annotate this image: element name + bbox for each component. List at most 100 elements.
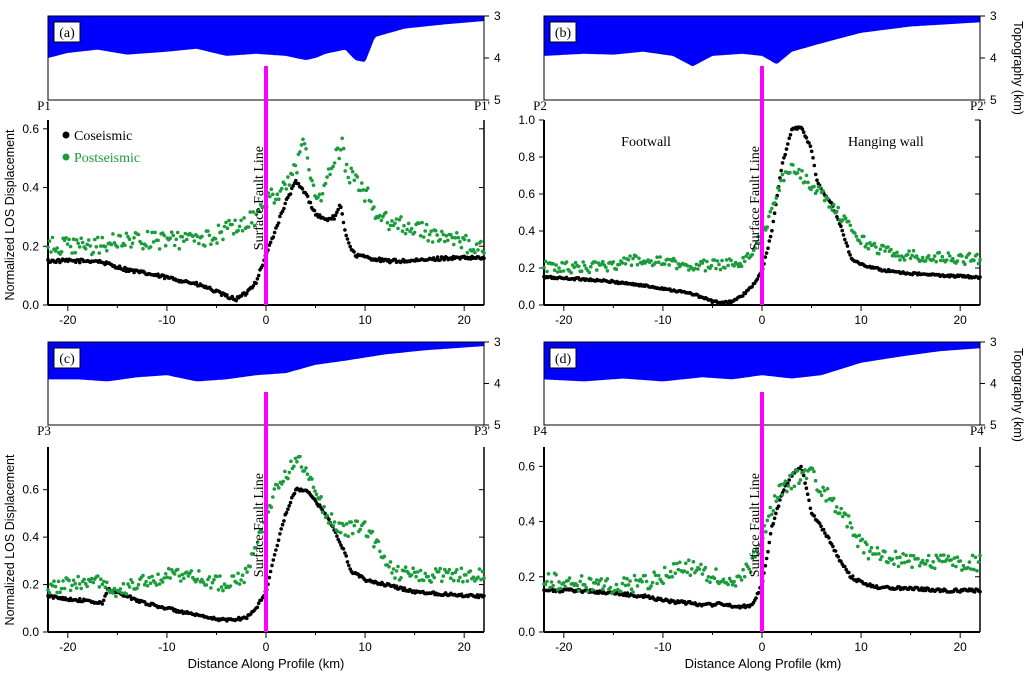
data-point — [288, 192, 293, 196]
panel-label: (a) — [59, 26, 75, 41]
x-tick-label: 0 — [263, 640, 270, 654]
data-point — [393, 221, 397, 226]
data-point — [782, 178, 786, 183]
data-point — [402, 586, 407, 590]
data-point — [622, 576, 626, 580]
data-point — [331, 214, 335, 218]
data-point — [302, 142, 307, 146]
series-postseismic — [46, 136, 486, 257]
profile-start-label: P4 — [533, 423, 547, 438]
data-point — [78, 597, 82, 601]
data-point — [821, 189, 825, 193]
data-point — [714, 266, 718, 271]
data-point — [127, 237, 132, 241]
data-point — [951, 256, 955, 261]
y-axis-label-bottom: Normalized LOS Displacement — [3, 454, 17, 625]
data-point — [358, 527, 363, 532]
data-point — [195, 577, 200, 582]
data-point — [53, 584, 58, 589]
data-point — [670, 574, 674, 579]
data-point — [789, 486, 794, 491]
data-point — [482, 594, 486, 598]
data-point — [369, 199, 373, 204]
data-point — [920, 558, 925, 563]
data-point — [846, 514, 851, 518]
data-point — [797, 167, 801, 172]
data-point — [344, 522, 349, 526]
data-point — [542, 265, 546, 270]
data-point — [601, 259, 605, 264]
data-point — [667, 263, 671, 267]
data-point — [55, 246, 59, 250]
data-point — [254, 281, 258, 286]
data-point — [114, 594, 118, 599]
data-point — [545, 269, 549, 274]
data-point — [197, 241, 201, 246]
data-point — [249, 221, 254, 225]
data-point — [286, 476, 290, 481]
data-point — [840, 228, 844, 233]
data-point — [572, 265, 576, 270]
data-point — [292, 491, 297, 496]
y-tick-label: 0.0 — [22, 298, 39, 312]
data-point — [191, 234, 195, 238]
data-point — [157, 247, 162, 251]
data-point — [290, 172, 295, 177]
data-point — [284, 187, 289, 191]
data-point — [268, 194, 272, 199]
data-point — [335, 534, 339, 538]
data-point — [91, 250, 96, 255]
data-point — [408, 229, 412, 234]
panel-label: (c) — [59, 352, 75, 367]
data-point — [788, 170, 792, 175]
data-point — [252, 223, 257, 228]
data-point — [555, 587, 560, 592]
data-point — [50, 583, 55, 588]
data-point — [949, 558, 954, 562]
data-point — [795, 171, 800, 175]
data-point — [768, 505, 773, 510]
data-point — [845, 524, 849, 529]
data-point — [124, 231, 129, 236]
x-tick-label: 10 — [358, 313, 372, 327]
x-tick-label: -20 — [555, 640, 573, 654]
data-point — [465, 579, 470, 583]
data-point — [623, 583, 628, 588]
x-tick-label: 0 — [759, 313, 766, 327]
data-point — [824, 499, 828, 503]
data-point — [963, 262, 967, 267]
data-point — [213, 237, 218, 241]
data-point — [462, 237, 467, 242]
profile-start-label: P3 — [37, 423, 51, 438]
data-point — [225, 226, 230, 230]
data-point — [895, 555, 899, 560]
data-point — [421, 235, 426, 239]
data-point — [773, 201, 777, 205]
data-point — [812, 514, 817, 518]
data-point — [292, 464, 296, 469]
data-point — [123, 265, 127, 270]
data-point — [787, 136, 791, 141]
data-point — [702, 258, 706, 262]
data-point — [931, 257, 935, 262]
data-point — [464, 233, 468, 238]
data-point — [563, 584, 567, 589]
data-point — [147, 575, 151, 580]
data-point — [76, 574, 80, 579]
data-point — [456, 235, 461, 240]
data-point — [576, 588, 581, 593]
data-point — [869, 545, 874, 550]
data-point — [833, 509, 837, 514]
data-point — [222, 224, 227, 229]
x-tick-label: -10 — [654, 313, 672, 327]
data-point — [776, 496, 780, 500]
data-point — [207, 575, 212, 579]
data-point — [714, 567, 718, 571]
series-postseismic — [542, 466, 982, 596]
data-point — [807, 141, 811, 145]
data-point — [441, 574, 446, 578]
data-point — [355, 519, 360, 524]
data-point — [895, 250, 899, 255]
data-point — [699, 562, 703, 567]
